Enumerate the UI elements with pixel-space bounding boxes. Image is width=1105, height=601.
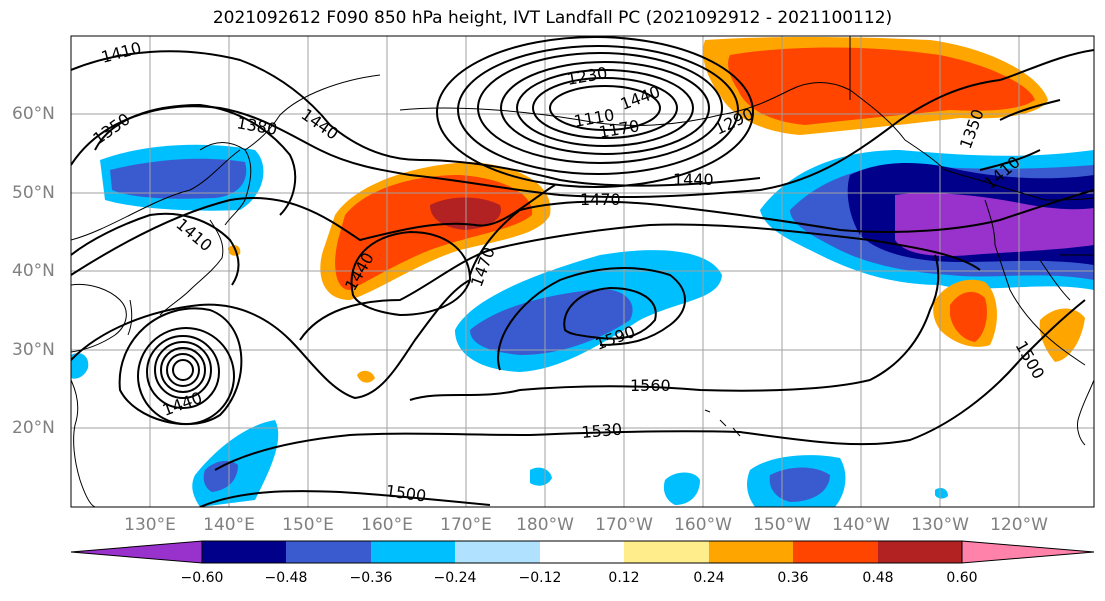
lat-label: 20°N	[12, 418, 55, 438]
contour-label: 1530	[581, 420, 623, 442]
lon-label: 150°W	[753, 515, 811, 535]
lat-label: 60°N	[12, 104, 55, 124]
colorbar-tick-label: −0.12	[518, 570, 562, 586]
colorbar-tick-label: 0.12	[608, 570, 640, 586]
colorbar-tick-label: −0.60	[180, 570, 224, 586]
lon-label: 130°W	[911, 515, 969, 535]
lon-label: 120°W	[990, 515, 1048, 535]
map-title: 2021092612 F090 850 hPa height, IVT Land…	[212, 8, 893, 28]
contour-label: 1440	[673, 170, 714, 189]
ivt-negative-shading	[71, 144, 1094, 507]
height-contours	[71, 36, 1094, 507]
lon-label: 160°E	[361, 515, 413, 535]
lon-label: 140°E	[203, 515, 255, 535]
colorbar-tick-label: 0.48	[862, 570, 894, 586]
lon-label: 160°W	[674, 515, 732, 535]
colorbar-tick-label: 0.24	[693, 570, 725, 586]
lat-label: 50°N	[12, 183, 55, 203]
colorbar	[70, 540, 1095, 564]
lat-label: 30°N	[12, 340, 55, 360]
plot-frame	[70, 35, 1095, 508]
lon-label: 170°E	[440, 515, 492, 535]
colorbar-tick-label: −0.24	[433, 570, 477, 586]
contour-label: 1560	[630, 376, 671, 395]
plot-area: 1410 1350 1380 1440 1410 1440 1470 1230 …	[71, 36, 1094, 507]
contour-label: 1470	[580, 190, 621, 209]
coastlines	[71, 36, 1094, 507]
lon-label: 170°W	[595, 515, 653, 535]
lon-label: 150°E	[282, 515, 334, 535]
lon-label: 180°W	[516, 515, 574, 535]
ivt-positive-shading	[228, 37, 1085, 383]
lon-label: 130°E	[124, 515, 176, 535]
colorbar-tick-label: −0.48	[264, 570, 308, 586]
colorbar-tick-label: 0.60	[946, 570, 978, 586]
colorbar-tick-label: 0.36	[777, 570, 809, 586]
colorbar-tick-label: −0.36	[349, 570, 393, 586]
lat-label: 40°N	[12, 261, 55, 281]
lon-label: 140°W	[832, 515, 890, 535]
